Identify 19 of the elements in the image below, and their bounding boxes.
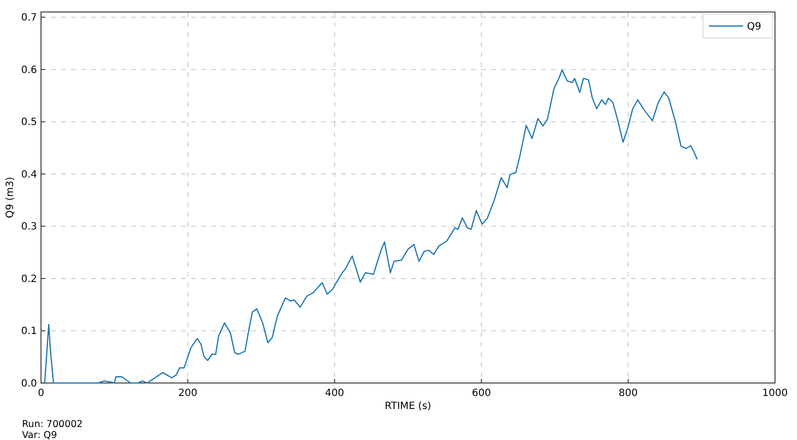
text: Run: 700002 [22, 419, 83, 430]
text: Var: Q9 [22, 430, 58, 440]
y-tick-label: 0.2 [21, 274, 37, 285]
x-axis-title: RTIME (s) [384, 401, 432, 412]
x-tick-label: 600 [472, 388, 491, 399]
y-tick-label: 0.6 [21, 64, 37, 76]
y-tick-label: 0.4 [21, 169, 37, 180]
x-tick-label: 400 [325, 388, 344, 399]
x-tick-label: 0 [38, 388, 44, 399]
y-tick-label: 0.3 [21, 222, 37, 233]
y-tick-label: 0.1 [21, 326, 37, 338]
y-tick-label: 0.0 [21, 378, 37, 390]
x-tick-label: 800 [618, 388, 638, 399]
x-tick-label: 1000 [762, 388, 788, 399]
y-axis-title: Q9 (m3) [5, 176, 16, 218]
legend-label: Q9 [747, 22, 762, 32]
y-tick-label: 0.5 [21, 117, 37, 128]
x-tick-label: 200 [178, 388, 198, 399]
y-tick-label: 0.7 [21, 12, 37, 24]
